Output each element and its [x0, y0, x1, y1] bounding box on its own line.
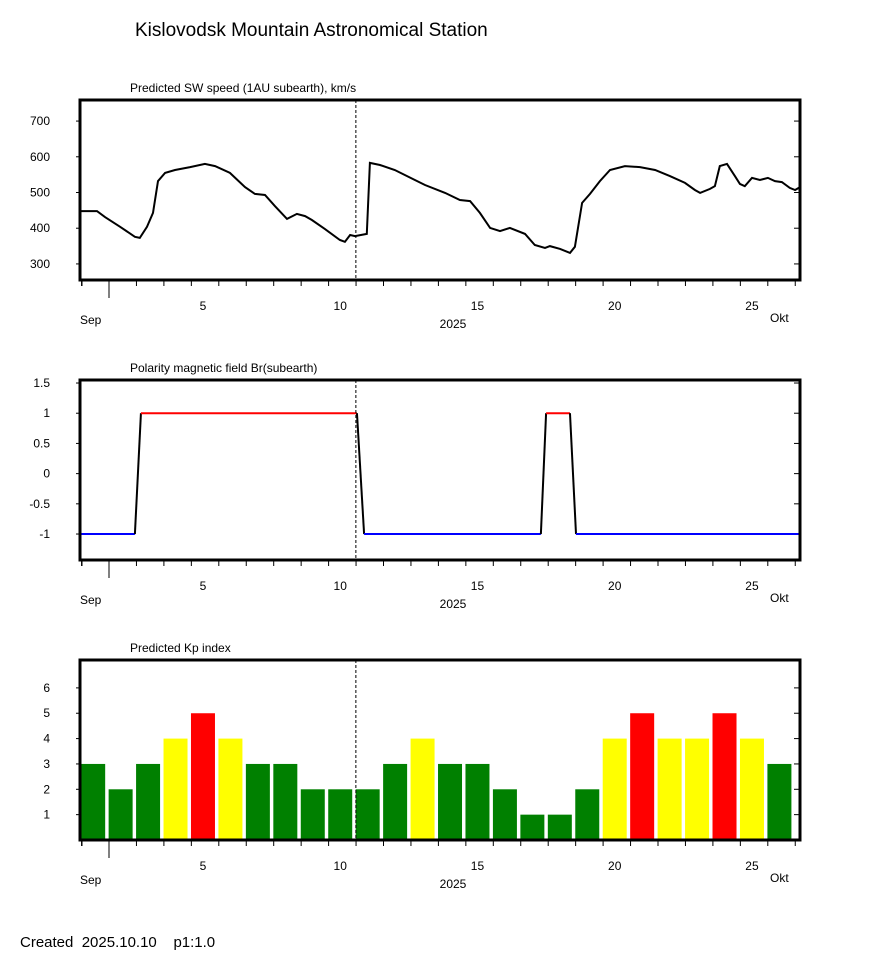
y-tick-label: 600	[30, 150, 50, 164]
kp-bar	[273, 763, 298, 840]
month-label-sep: Sep	[80, 593, 102, 607]
polarity-segment	[568, 413, 578, 535]
kp-bar	[602, 738, 627, 840]
y-tick-label: 0.5	[33, 436, 50, 450]
kp-bar	[438, 763, 463, 840]
kp-bar	[547, 814, 572, 840]
plot-frame	[78, 98, 802, 282]
polarity-segment	[355, 413, 366, 535]
month-label-okt: Okt	[770, 871, 789, 885]
kp-bar	[300, 789, 325, 840]
polarity-segment	[133, 413, 142, 535]
page-title: Kislovodsk Mountain Astronomical Station	[135, 20, 488, 41]
y-tick-label: 4	[43, 732, 50, 746]
kp-bar	[328, 789, 353, 840]
month-label-okt: Okt	[770, 311, 789, 325]
y-tick-label: 400	[30, 221, 50, 235]
sw-speed-line	[80, 161, 801, 255]
y-tick-label: 500	[30, 186, 50, 200]
chart-title: Predicted Kp index	[130, 641, 231, 655]
x-tick-label: 5	[200, 299, 207, 313]
kp-bar	[245, 763, 270, 840]
kp-bar	[685, 738, 710, 840]
kp-bar	[190, 713, 215, 840]
kp-bar	[630, 713, 655, 840]
x-tick-label: 5	[200, 859, 207, 873]
y-tick-label: -0.5	[29, 497, 50, 511]
plot-frame	[78, 658, 802, 842]
y-tick-label: 300	[30, 257, 50, 271]
kp-bar	[136, 763, 161, 840]
y-tick-label: 700	[30, 114, 50, 128]
polarity-segment	[539, 413, 548, 535]
kp-bar	[712, 713, 737, 840]
x-tick-label: 25	[745, 579, 759, 593]
y-tick-label: 2	[43, 782, 50, 796]
month-label-okt: Okt	[770, 591, 789, 605]
y-tick-label: 3	[43, 757, 50, 771]
kp-bar	[575, 789, 600, 840]
kp-bar	[108, 789, 133, 840]
y-tick-label: -1	[39, 527, 50, 541]
chart-title: Predicted SW speed (1AU subearth), km/s	[130, 81, 356, 95]
kp-bar	[657, 738, 682, 840]
kp-bar	[383, 763, 408, 840]
chart-0: Predicted SW speed (1AU subearth), km/s 3…	[30, 81, 802, 331]
year-label: 2025	[440, 597, 467, 611]
y-tick-label: 6	[43, 681, 50, 695]
kp-bar	[492, 789, 517, 840]
month-label-sep: Sep	[80, 313, 102, 327]
x-tick-label: 20	[608, 579, 622, 593]
kp-bar	[767, 763, 792, 840]
year-label: 2025	[440, 877, 467, 891]
kp-bar	[465, 763, 490, 840]
kp-bar	[218, 738, 243, 840]
y-tick-label: 0	[43, 467, 50, 481]
created-footer: Created 2025.10.10 p1:1.0	[20, 934, 216, 951]
y-tick-label: 5	[43, 706, 50, 720]
x-tick-label: 5	[200, 579, 207, 593]
x-tick-label: 20	[608, 299, 622, 313]
chart-1: Polarity magnetic field Br(subearth) 1.5 1…	[29, 361, 802, 611]
y-tick-label: 1	[43, 808, 50, 822]
x-tick-label: 25	[745, 299, 759, 313]
kp-bar	[355, 789, 380, 840]
kp-bar	[410, 738, 435, 840]
x-tick-label: 15	[471, 859, 485, 873]
kp-bar	[81, 763, 106, 840]
x-tick-label: 25	[745, 859, 759, 873]
x-tick-label: 10	[334, 299, 348, 313]
plot-frame	[78, 378, 802, 562]
y-tick-label: 1	[43, 406, 50, 420]
x-tick-label: 15	[471, 579, 485, 593]
x-tick-label: 10	[334, 579, 348, 593]
year-label: 2025	[440, 317, 467, 331]
month-label-sep: Sep	[80, 873, 102, 887]
x-tick-label: 15	[471, 299, 485, 313]
kp-bar	[739, 738, 764, 840]
y-tick-label: 1.5	[33, 376, 50, 390]
kp-bar	[163, 738, 188, 840]
x-tick-label: 20	[608, 859, 622, 873]
x-tick-label: 10	[334, 859, 348, 873]
chart-title: Polarity magnetic field Br(subearth)	[130, 361, 317, 375]
kp-bar	[520, 814, 545, 840]
